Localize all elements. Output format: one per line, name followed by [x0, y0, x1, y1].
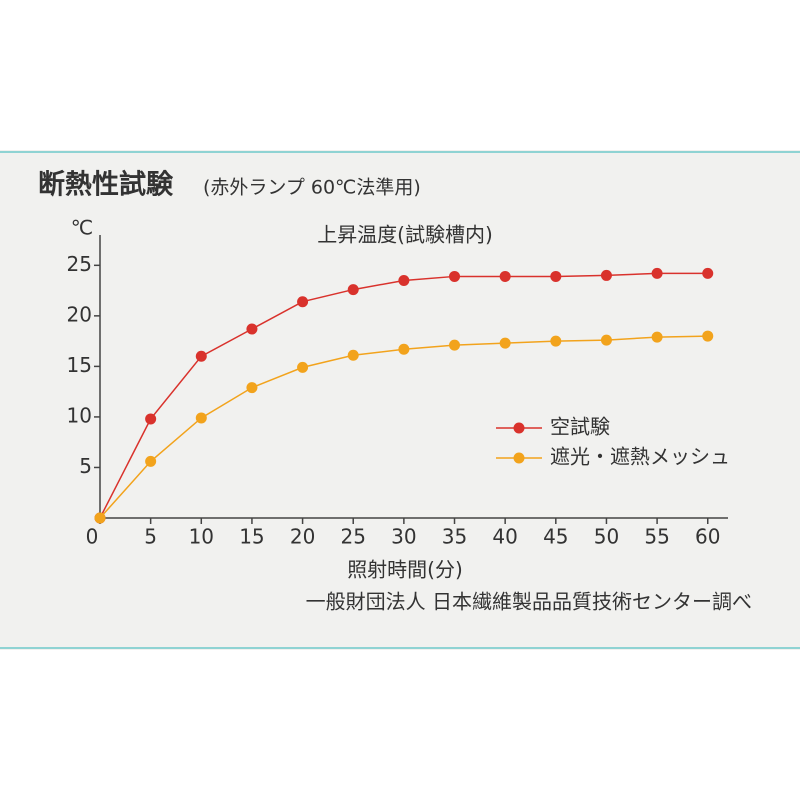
data-point — [550, 335, 562, 347]
data-point — [297, 296, 309, 308]
y-tick-label: 10 — [67, 403, 92, 427]
x-axis-label: 照射時間(分) — [347, 558, 463, 582]
data-point — [702, 330, 714, 342]
chart-label: 上昇温度(試験槽内) — [317, 223, 493, 247]
x-tick-label: 50 — [594, 525, 619, 549]
data-point — [600, 269, 612, 281]
source: 一般財団法人 日本繊維製品品質技術センター調べ — [306, 590, 752, 614]
x-tick-label: 55 — [644, 525, 669, 549]
legend-marker — [513, 422, 525, 434]
x-tick-label: 30 — [391, 525, 416, 549]
data-point — [499, 270, 511, 282]
data-point — [347, 349, 359, 361]
data-point — [550, 270, 562, 282]
data-point — [398, 274, 410, 286]
x-tick-label: 45 — [543, 525, 568, 549]
data-point — [398, 343, 410, 355]
data-point — [195, 412, 207, 424]
x-tick-label: 15 — [239, 525, 264, 549]
data-point — [651, 331, 663, 343]
x-tick-label: 40 — [492, 525, 517, 549]
data-point — [702, 267, 714, 279]
x-tick-label: 25 — [340, 525, 365, 549]
chart-title: 断熱性試験 — [38, 169, 174, 201]
x-tick-label: 35 — [442, 525, 467, 549]
data-point — [449, 270, 461, 282]
panel — [0, 150, 800, 650]
chart-subtitle: (赤外ランプ 60℃法準用) — [203, 177, 421, 199]
y-tick-label: 25 — [67, 252, 92, 276]
data-point — [246, 382, 258, 394]
data-point — [94, 512, 106, 524]
data-point — [347, 284, 359, 296]
legend-label: 空試験 — [550, 415, 610, 439]
data-point — [145, 455, 157, 467]
y-unit: ℃ — [71, 216, 93, 240]
x-tick-label: 60 — [695, 525, 720, 549]
x-tick-label: 5 — [144, 525, 157, 549]
data-point — [600, 334, 612, 346]
legend-marker — [513, 452, 525, 464]
y-tick-label: 20 — [67, 302, 92, 326]
y-tick-label: 5 — [79, 454, 92, 478]
data-point — [449, 339, 461, 351]
data-point — [246, 323, 258, 335]
data-point — [145, 413, 157, 425]
legend-label: 遮光・遮熱メッシュ — [550, 445, 730, 469]
data-point — [651, 267, 663, 279]
x-tick-label: 10 — [189, 525, 214, 549]
x-tick-label: 20 — [290, 525, 315, 549]
data-point — [297, 361, 309, 373]
data-point — [195, 350, 207, 362]
x-tick-label: 0 — [86, 525, 99, 549]
data-point — [499, 337, 511, 349]
y-tick-label: 15 — [67, 353, 92, 377]
